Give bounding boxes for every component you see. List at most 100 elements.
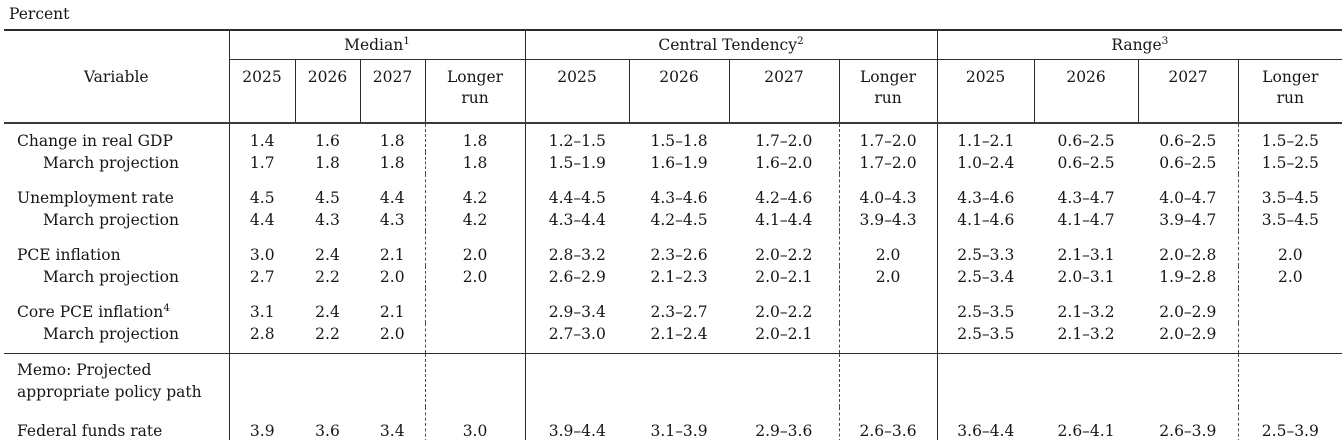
year-header-range-2025: 2025 bbox=[936, 59, 1035, 124]
cell-median-2026: 2.4 bbox=[315, 246, 340, 264]
median-footnote-marker: 1 bbox=[403, 34, 410, 47]
range-footnote-marker: 3 bbox=[1161, 34, 1169, 47]
cell-central-tendency-2027: 4.2–4.6 bbox=[755, 189, 813, 207]
year-header-median-2027: 2027 bbox=[359, 59, 425, 124]
table-row: Unemployment rate 4.5 4.5 4.4 4.2 4.4–4.5 4.3–… bbox=[4, 174, 1343, 209]
cell-central-tendency-2027: 1.7–2.0 bbox=[755, 132, 813, 150]
cell-median-2027: 2.0 bbox=[379, 268, 405, 286]
cell-central-tendency-2027: 4.1–4.4 bbox=[755, 211, 813, 229]
cell-central-tendency-longer-run: 2.0 bbox=[838, 231, 938, 266]
cell-central-tendency-2025: 1.5–1.9 bbox=[524, 152, 630, 174]
row-label: Change in real GDP bbox=[17, 132, 173, 150]
cell-median-longer-run bbox=[424, 353, 526, 407]
cell-range-2027: 2.0–2.9 bbox=[1159, 303, 1217, 321]
cell-median-2027: 4.4 bbox=[379, 189, 405, 207]
year-header-row: 2025 2026 2027 Longer run 2025 2026 2027 … bbox=[4, 59, 1343, 124]
cell-central-tendency-longer-run bbox=[838, 353, 938, 407]
cell-median-2027: 1.8 bbox=[379, 132, 405, 150]
unit-label: Percent bbox=[9, 5, 70, 23]
cell-central-tendency-2026: 2.1–2.3 bbox=[650, 268, 708, 286]
row-label: Unemployment rate bbox=[17, 189, 174, 207]
cell-central-tendency-longer-run: 3.9–4.3 bbox=[838, 209, 938, 231]
row-label: Memo: Projected appropriate policy path bbox=[4, 353, 229, 407]
cell-central-tendency-longer-run: 2.6–3.6 bbox=[838, 407, 938, 440]
cell-range-2026: 2.1–3.2 bbox=[1057, 303, 1115, 321]
table-row: March projection 1.7 1.8 1.8 1.8 1.5–1.9 1.6–1… bbox=[4, 152, 1343, 174]
cell-range-longer-run bbox=[1237, 288, 1343, 323]
cell-range-longer-run: 2.5–3.9 bbox=[1237, 407, 1343, 440]
cell-median-longer-run: 1.8 bbox=[424, 123, 526, 152]
year-header-median-2025: 2025 bbox=[228, 59, 295, 124]
cell-central-tendency-2025 bbox=[524, 353, 630, 407]
cell-central-tendency-2026: 4.3–4.6 bbox=[650, 189, 708, 207]
cell-median-longer-run: 2.0 bbox=[424, 231, 526, 266]
cell-range-longer-run: 2.0 bbox=[1237, 266, 1343, 288]
cell-central-tendency-longer-run: 2.0 bbox=[838, 266, 938, 288]
row-label: PCE inflation bbox=[17, 246, 121, 264]
cell-range-2027: 1.9–2.8 bbox=[1159, 268, 1217, 286]
cell-central-tendency-2026: 3.1–3.9 bbox=[650, 422, 708, 440]
cell-range-2025: 4.1–4.6 bbox=[936, 209, 1035, 231]
cell-median-2026: 2.2 bbox=[315, 325, 340, 343]
cell-median-2025: 1.7 bbox=[228, 152, 295, 174]
cell-median-2027: 4.3 bbox=[379, 211, 405, 229]
cell-range-2027: 3.9–4.7 bbox=[1159, 211, 1217, 229]
table-row: March projection 4.4 4.3 4.3 4.2 4.3–4.4 4.2–4… bbox=[4, 209, 1343, 231]
table-row: March projection 2.8 2.2 2.0 2.7–3.0 2.1–2.4 2… bbox=[4, 323, 1343, 354]
table-body: Change in real GDP 1.4 1.6 1.8 1.8 1.2–1.5 1.5… bbox=[4, 123, 1343, 440]
cell-range-2026: 4.3–4.7 bbox=[1057, 189, 1115, 207]
cell-median-2026: 3.6 bbox=[315, 422, 340, 440]
year-header-ct-2026: 2026 bbox=[628, 59, 730, 124]
cell-median-2025: 3.0 bbox=[228, 231, 295, 266]
cell-range-2027: 0.6–2.5 bbox=[1159, 154, 1217, 172]
cell-median-longer-run: 2.0 bbox=[424, 266, 526, 288]
cell-range-longer-run: 3.5–4.5 bbox=[1237, 174, 1343, 209]
cell-central-tendency-2025: 2.9–3.4 bbox=[524, 288, 630, 323]
cell-central-tendency-2026: 4.2–4.5 bbox=[650, 211, 708, 229]
cell-central-tendency-2026: 2.3–2.7 bbox=[650, 303, 708, 321]
cell-range-longer-run: 2.0 bbox=[1237, 231, 1343, 266]
cell-central-tendency-longer-run bbox=[838, 323, 938, 354]
group-header-range: Range3 bbox=[936, 30, 1343, 60]
row-label: Core PCE inflation4 bbox=[17, 301, 170, 321]
longer-run-line1: Longer bbox=[859, 68, 917, 86]
cell-range-2025: 1.0–2.4 bbox=[936, 152, 1035, 174]
cell-median-longer-run: 4.2 bbox=[424, 174, 526, 209]
cell-range-2027: 2.0–2.8 bbox=[1159, 246, 1217, 264]
year-header-ct-2027: 2027 bbox=[728, 59, 840, 124]
cell-range-longer-run: 3.5–4.5 bbox=[1237, 209, 1343, 231]
cell-central-tendency-2026: 2.1–2.4 bbox=[650, 325, 708, 343]
group-header-median: Median1 bbox=[228, 30, 526, 60]
cell-central-tendency-2025: 4.3–4.4 bbox=[524, 209, 630, 231]
cell-central-tendency-2025: 2.6–2.9 bbox=[524, 266, 630, 288]
cell-central-tendency-2027 bbox=[729, 353, 840, 407]
cell-central-tendency-2027: 2.0–2.2 bbox=[755, 303, 813, 321]
cell-central-tendency-2026: 1.6–1.9 bbox=[650, 154, 708, 172]
variable-header-label: Variable bbox=[83, 67, 149, 86]
cell-median-2027: 3.4 bbox=[379, 422, 405, 440]
cell-central-tendency-2025: 2.8–3.2 bbox=[524, 231, 630, 266]
cell-range-2026: 2.0–3.1 bbox=[1057, 268, 1115, 286]
longer-run-line2: run bbox=[874, 89, 902, 107]
cell-median-longer-run: 4.2 bbox=[424, 209, 526, 231]
cell-range-longer-run bbox=[1237, 323, 1343, 354]
central-tendency-label: Central Tendency bbox=[658, 36, 797, 54]
cell-central-tendency-2026: 2.3–2.6 bbox=[650, 246, 708, 264]
year-header-range-2027: 2027 bbox=[1137, 59, 1239, 124]
year-header-ct-longer-run: Longer run bbox=[838, 59, 938, 124]
longer-run-line1: Longer bbox=[1262, 68, 1319, 86]
cell-median-2026: 4.5 bbox=[315, 189, 340, 207]
cell-range-2027: 0.6–2.5 bbox=[1159, 132, 1217, 150]
cell-median-2026: 4.3 bbox=[315, 211, 340, 229]
longer-run-line1: Longer bbox=[446, 68, 504, 86]
cell-median-2026: 2.2 bbox=[315, 268, 340, 286]
cell-range-2025: 2.5–3.3 bbox=[936, 231, 1035, 266]
cell-median-2027: 2.0 bbox=[379, 325, 405, 343]
table-row: PCE inflation 3.0 2.4 2.1 2.0 2.8–3.2 2.3–2.6 2… bbox=[4, 231, 1343, 266]
cell-central-tendency-longer-run: 1.7–2.0 bbox=[838, 123, 938, 152]
cell-range-2026: 0.6–2.5 bbox=[1057, 132, 1115, 150]
group-header-central-tendency: Central Tendency2 bbox=[524, 30, 938, 60]
cell-range-2026 bbox=[1034, 353, 1139, 407]
cell-range-longer-run bbox=[1237, 353, 1343, 407]
